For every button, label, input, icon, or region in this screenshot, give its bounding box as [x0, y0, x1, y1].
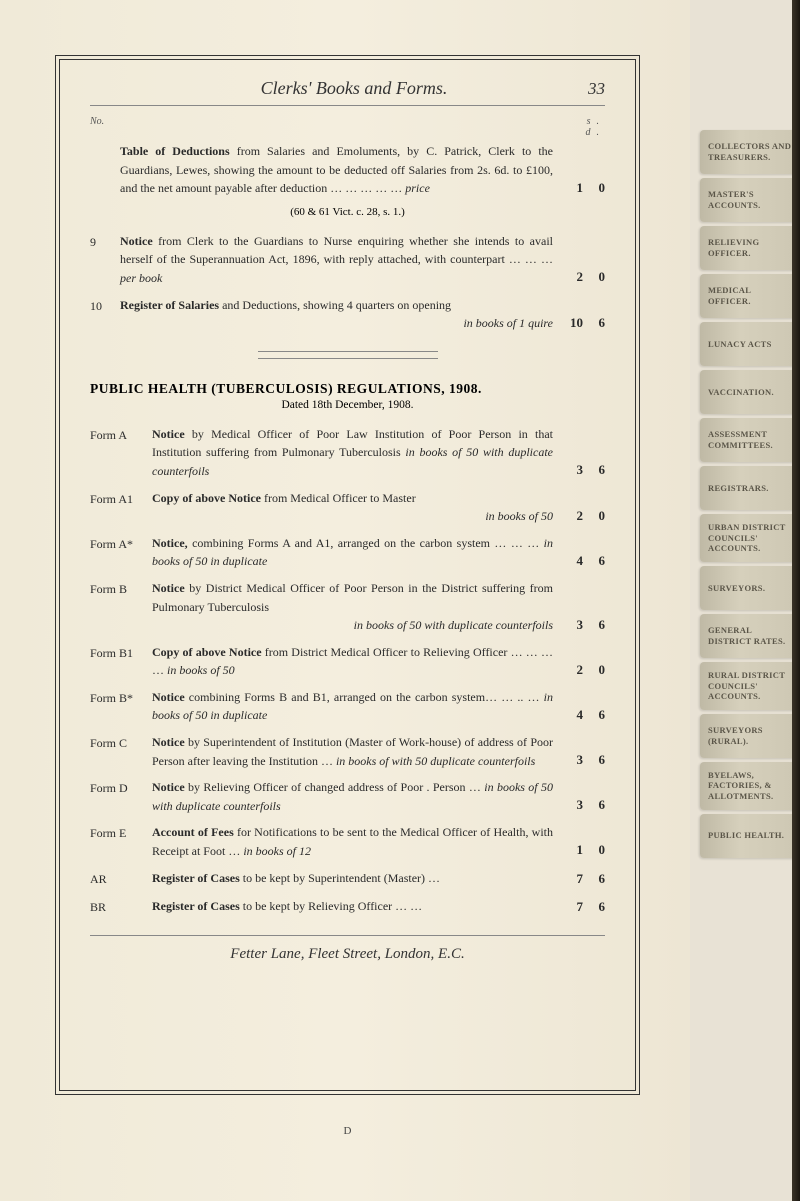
- entry-row: Table of Deductions from Salaries and Em…: [90, 142, 605, 198]
- footer-address: Fetter Lane, Fleet Street, London, E.C.: [90, 946, 605, 963]
- inner-border: Clerks' Books and Forms. 33 No. s. d. Ta…: [59, 59, 636, 1091]
- form-price: 20: [565, 489, 605, 526]
- form-body: Register of Cases to be kept by Superint…: [152, 869, 565, 889]
- form-price: 76: [565, 869, 605, 889]
- form-price: 46: [565, 688, 605, 725]
- form-body: Register of Cases to be kept by Relievin…: [152, 897, 565, 917]
- entry-body: Register of Salaries and Deductions, sho…: [120, 296, 565, 333]
- form-row: Form BNotice by District Medical Officer…: [90, 579, 605, 635]
- index-tab[interactable]: REGISTRARS.: [700, 466, 800, 510]
- header-title: Clerks' Books and Forms.: [90, 78, 588, 99]
- index-tab[interactable]: LUNACY ACTS: [700, 322, 800, 366]
- form-body: Notice, combining Forms A and A1, arrang…: [152, 534, 565, 571]
- entry-row: 9Notice from Clerk to the Guardians to N…: [90, 232, 605, 288]
- entry-no: 9: [90, 232, 120, 288]
- form-row: ARRegister of Cases to be kept by Superi…: [90, 869, 605, 889]
- form-body: Notice combining Forms B and B1, arrange…: [152, 688, 565, 725]
- entry-no: [90, 142, 120, 198]
- form-row: Form DNotice by Relieving Officer of cha…: [90, 778, 605, 815]
- index-tab[interactable]: BYELAWS, FACTORIES, & ALLOTMENTS.: [700, 762, 800, 810]
- footer-rule: Fetter Lane, Fleet Street, London, E.C.: [90, 935, 605, 963]
- index-tab[interactable]: SURVEYORS (RURAL).: [700, 714, 800, 758]
- header-row: Clerks' Books and Forms. 33: [90, 78, 605, 106]
- col-no: No.: [90, 116, 120, 138]
- form-label: Form B1: [90, 643, 152, 680]
- entry-body: Notice from Clerk to the Guardians to Nu…: [120, 232, 565, 288]
- section-subtitle: Dated 18th December, 1908.: [90, 399, 605, 411]
- col-sd: s. d.: [565, 116, 605, 138]
- entries-list: Table of Deductions from Salaries and Em…: [90, 142, 605, 333]
- form-label: Form C: [90, 733, 152, 770]
- form-label: BR: [90, 897, 152, 917]
- index-tab[interactable]: MEDICAL OFFICER.: [700, 274, 800, 318]
- form-row: Form B*Notice combining Forms B and B1, …: [90, 688, 605, 725]
- form-row: Form EAccount of Fees for Notifications …: [90, 823, 605, 860]
- forms-list: Form ANotice by Medical Officer of Poor …: [90, 425, 605, 917]
- form-label: Form B: [90, 579, 152, 635]
- form-label: Form A1: [90, 489, 152, 526]
- form-label: Form D: [90, 778, 152, 815]
- form-row: Form A*Notice, combining Forms A and A1,…: [90, 534, 605, 571]
- entry-price: 20: [565, 232, 605, 288]
- form-body: Notice by Relieving Officer of changed a…: [152, 778, 565, 815]
- form-row: Form ANotice by Medical Officer of Poor …: [90, 425, 605, 481]
- entry-price: 106: [565, 296, 605, 333]
- page: Clerks' Books and Forms. 33 No. s. d. Ta…: [0, 0, 690, 1201]
- entry-subline: (60 & 61 Vict. c. 28, s. 1.): [90, 206, 605, 218]
- form-price: 76: [565, 897, 605, 917]
- column-heads: No. s. d.: [90, 116, 605, 138]
- index-tab[interactable]: URBAN DISTRICT COUNCILS' ACCOUNTS.: [700, 514, 800, 562]
- form-label: Form A: [90, 425, 152, 481]
- col-body-spacer: [120, 116, 565, 138]
- index-tab[interactable]: ASSESSMENT COMMITTEES.: [700, 418, 800, 462]
- form-body: Account of Fees for Notifications to be …: [152, 823, 565, 860]
- form-body: Notice by Medical Officer of Poor Law In…: [152, 425, 565, 481]
- index-tabs: COLLECTORS AND TREASURERS.MASTER'S ACCOU…: [700, 130, 800, 862]
- entry-no: 10: [90, 296, 120, 333]
- index-tab[interactable]: COLLECTORS AND TREASURERS.: [700, 130, 800, 174]
- section-title: PUBLIC HEALTH (TUBERCULOSIS) REGULATIONS…: [90, 381, 605, 397]
- form-row: Form A1Copy of above Notice from Medical…: [90, 489, 605, 526]
- index-tab[interactable]: MASTER'S ACCOUNTS.: [700, 178, 800, 222]
- entry-price: 10: [565, 142, 605, 198]
- form-body: Notice by District Medical Officer of Po…: [152, 579, 565, 635]
- form-price: 36: [565, 425, 605, 481]
- outer-border: Clerks' Books and Forms. 33 No. s. d. Ta…: [55, 55, 640, 1095]
- index-tab[interactable]: VACCINATION.: [700, 370, 800, 414]
- form-price: 36: [565, 579, 605, 635]
- index-tab[interactable]: PUBLIC HEALTH.: [700, 814, 800, 858]
- index-tab[interactable]: RURAL DISTRICT COUNCILS' ACCOUNTS.: [700, 662, 800, 710]
- index-tab[interactable]: GENERAL DISTRICT RATES.: [700, 614, 800, 658]
- form-price: 36: [565, 778, 605, 815]
- form-body: Copy of above Notice from Medical Office…: [152, 489, 565, 526]
- divider-top: [258, 351, 438, 352]
- form-body: Copy of above Notice from District Medic…: [152, 643, 565, 680]
- form-row: Form B1Copy of above Notice from Distric…: [90, 643, 605, 680]
- form-label: Form A*: [90, 534, 152, 571]
- entry-body: Table of Deductions from Salaries and Em…: [120, 142, 565, 198]
- form-label: Form B*: [90, 688, 152, 725]
- page-number: 33: [588, 79, 605, 99]
- index-tab[interactable]: SURVEYORS.: [700, 566, 800, 610]
- form-row: BRRegister of Cases to be kept by Reliev…: [90, 897, 605, 917]
- form-row: Form CNotice by Superintendent of Instit…: [90, 733, 605, 770]
- form-body: Notice by Superintendent of Institution …: [152, 733, 565, 770]
- book-spine: [792, 0, 800, 1201]
- entry-row: 10Register of Salaries and Deductions, s…: [90, 296, 605, 333]
- form-label: Form E: [90, 823, 152, 860]
- form-price: 46: [565, 534, 605, 571]
- divider-bottom: [258, 358, 438, 359]
- form-price: 10: [565, 823, 605, 860]
- signature-d: D: [55, 1125, 640, 1137]
- form-price: 20: [565, 643, 605, 680]
- form-label: AR: [90, 869, 152, 889]
- form-price: 36: [565, 733, 605, 770]
- index-tab[interactable]: RELIEVING OFFICER.: [700, 226, 800, 270]
